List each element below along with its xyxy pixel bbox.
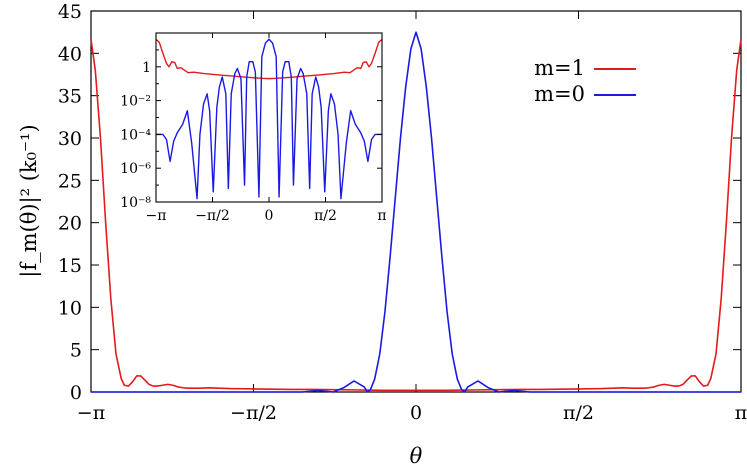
y-tick-label-3: 15	[58, 255, 82, 277]
x-tick-label-1: −π/2	[230, 402, 277, 424]
inset-y-tick-label-0: 1	[142, 60, 151, 76]
y-tick-label-1: 5	[70, 340, 82, 362]
x-axis-label: θ	[410, 444, 423, 468]
y-tick-label-8: 40	[58, 43, 82, 65]
y-tick-label-9: 45	[58, 1, 82, 23]
inset-x-tick-label-2: 0	[265, 208, 274, 224]
x-tick-label-3: π/2	[563, 402, 594, 424]
inset-y-tick-label-1: 10⁻²	[120, 94, 151, 110]
x-tick-label-2: 0	[410, 402, 422, 424]
inset-x-tick-label-1: −π/2	[195, 208, 230, 224]
legend-label-m0: m=0	[534, 82, 585, 106]
series-line-m-1	[90, 40, 742, 392]
y-tick-label-7: 35	[58, 86, 82, 108]
inset-series-line-m-0	[156, 38, 382, 200]
y-tick-label-6: 30	[58, 128, 82, 150]
y-tick-label-4: 20	[58, 213, 82, 235]
y-tick-label-0: 0	[70, 382, 82, 404]
x-tick-label-4: π	[735, 402, 747, 424]
x-tick-label-0: −π	[77, 402, 105, 424]
y-tick-label-2: 10	[58, 297, 82, 319]
inset-y-tick-label-4: 10⁻⁸	[120, 195, 151, 211]
inset-x-tick-label-0: −π	[146, 208, 167, 224]
inset-axis-ticks	[155, 33, 383, 203]
main-series-lines	[90, 31, 742, 393]
inset-y-tick-label-2: 10⁻⁴	[120, 127, 151, 143]
inset-tick-labels: −π −π/2 0 π/2 π 1 10⁻² 10⁻⁴ 10⁻⁶ 10⁻⁸	[120, 60, 386, 224]
inset-x-tick-label-4: π	[377, 208, 386, 224]
inset-y-tick-label-3: 10⁻⁶	[120, 161, 151, 177]
y-tick-label-5: 25	[58, 170, 82, 192]
inset-x-tick-label-3: π/2	[314, 208, 337, 224]
series-line-m-0	[91, 31, 741, 393]
legend-label-m1: m=1	[534, 56, 585, 80]
inset-series-line-m-1	[155, 38, 383, 80]
inset-background	[156, 33, 382, 202]
inset-series-lines	[155, 38, 383, 200]
y-axis-label: |f_m(θ)|² (k₀⁻¹)	[17, 124, 42, 278]
legend: m=1 m=0	[534, 56, 636, 106]
